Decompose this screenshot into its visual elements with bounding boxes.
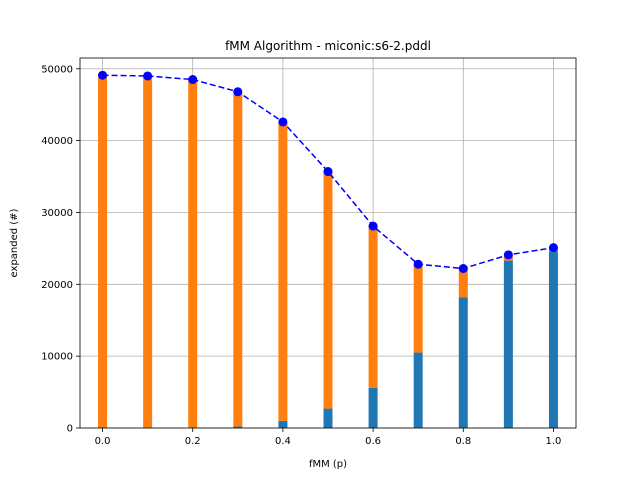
bar-base-3 (233, 426, 243, 428)
plot-frame (79, 57, 577, 429)
bar-top-4 (278, 121, 288, 421)
y-tick-label-4: 40000 (41, 136, 73, 147)
line-point-4 (278, 117, 288, 127)
line-point-7 (413, 259, 423, 269)
bar-top-7 (413, 264, 423, 353)
line-point-8 (458, 264, 468, 274)
bar-top-3 (233, 91, 243, 427)
bar-base-4 (278, 420, 288, 428)
chart-title: fMM Algorithm - miconic:s6-2.pddl (225, 39, 431, 53)
bar-top-1 (143, 75, 153, 428)
x-tick-label-2: 0.4 (275, 436, 291, 447)
line-point-5 (323, 167, 333, 177)
y-axis-label: expanded (#) (9, 208, 20, 277)
x-tick-label-3: 0.6 (365, 436, 381, 447)
ticks-layer: 0.0 0.2 0.4 0.6 0.8 1.0 0 10000 20000 30000 40000 5… (41, 64, 561, 447)
line-point-9 (503, 250, 513, 260)
y-tick-label-5: 50000 (41, 64, 73, 75)
bar-base-9 (503, 260, 513, 428)
line-point-0 (98, 70, 108, 80)
line-point-2 (188, 75, 198, 85)
y-tick-label-3: 30000 (41, 208, 73, 219)
y-tick-label-1: 10000 (41, 352, 73, 363)
x-tick-label-4: 0.8 (455, 436, 471, 447)
line-point-1 (143, 71, 153, 81)
line-point-6 (368, 221, 378, 231)
bar-top-8 (458, 268, 468, 298)
x-tick-label-5: 1.0 (546, 436, 562, 447)
bar-top-0 (98, 75, 108, 428)
line-layer (98, 70, 558, 274)
bar-base-5 (323, 408, 333, 428)
y-tick-label-0: 0 (67, 424, 73, 435)
bar-base-10 (548, 251, 558, 428)
bar-base-8 (458, 297, 468, 428)
line-point-3 (233, 87, 243, 97)
bar-top-5 (323, 171, 333, 409)
bar-top-2 (188, 79, 198, 428)
line-point-10 (548, 243, 558, 253)
bar-base-6 (368, 387, 378, 428)
y-tick-label-2: 20000 (41, 280, 73, 291)
x-axis-label: fMM (p) (309, 459, 347, 470)
bar-base-7 (413, 352, 423, 428)
bars-layer (98, 75, 558, 428)
x-tick-label-0: 0.0 (95, 436, 111, 447)
x-tick-label-1: 0.2 (185, 436, 201, 447)
bar-top-6 (368, 226, 378, 388)
line-series (102, 74, 554, 270)
